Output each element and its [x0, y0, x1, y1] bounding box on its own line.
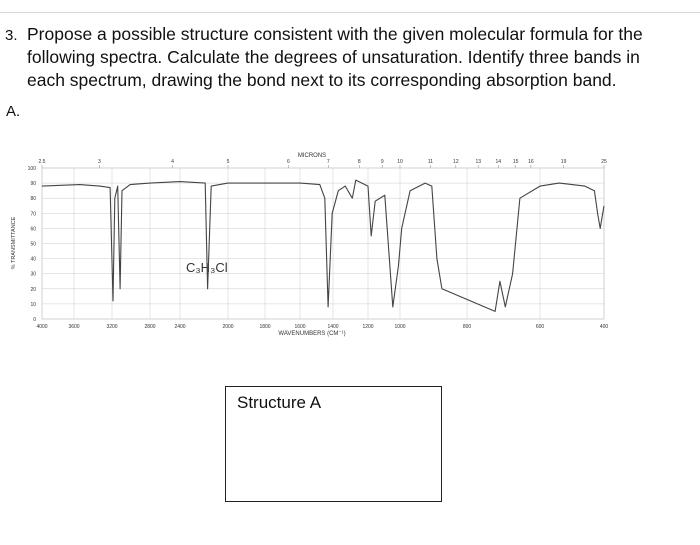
- top-tick-label: 11: [428, 159, 433, 165]
- x-tick-label: 4000: [36, 324, 47, 330]
- x-tick-label: 3600: [68, 324, 79, 330]
- y-tick-label: 40: [30, 257, 36, 263]
- top-tick-label: 13: [475, 159, 481, 165]
- y-tick-label: 60: [30, 226, 36, 232]
- top-tick-label: 3: [98, 159, 101, 165]
- x-tick-label: 1800: [259, 324, 270, 330]
- x-tick-label: 2400: [174, 324, 185, 330]
- ir-spectrum: MICRONS WAVENUMBERS (CM⁻¹) % TRANSMITTAN…: [11, 153, 609, 337]
- x-axis-label: WAVENUMBERS (CM⁻¹): [278, 331, 345, 337]
- top-tick-label: 7: [327, 159, 330, 165]
- x-tick-label: 3200: [106, 324, 117, 330]
- top-tick-label: 6: [287, 159, 290, 165]
- x-tick-label: 2800: [144, 324, 155, 330]
- top-tick-label: 16: [528, 159, 534, 165]
- x-tick-label: 1400: [327, 324, 338, 330]
- x-tick-label: 600: [536, 324, 545, 330]
- structure-label: Structure A: [237, 393, 322, 412]
- top-tick-label: 12: [453, 159, 459, 165]
- top-tick-label: 5: [227, 159, 230, 165]
- top-tick-label: 9: [381, 159, 384, 165]
- question-text: each spectrum, drawing the bond next to …: [27, 70, 617, 90]
- top-tick-label: 4: [171, 159, 174, 165]
- top-tick-label: 10: [397, 159, 403, 165]
- x-tick-label: 800: [463, 324, 472, 330]
- question-text: following spectra. Calculate the degrees…: [27, 47, 640, 67]
- divider: [0, 12, 700, 13]
- y-axis-label: % TRANSMITTANCE: [11, 216, 17, 269]
- top-tick-label: 8: [358, 159, 361, 165]
- y-tick-label: 0: [33, 317, 36, 323]
- top-tick-label: 19: [561, 159, 567, 165]
- y-tick-label: 70: [30, 211, 36, 217]
- x-tick-label: 1200: [362, 324, 373, 330]
- top-tick-label: 25: [601, 159, 607, 165]
- x-tick-label: 1000: [394, 324, 405, 330]
- y-tick-label: 80: [30, 196, 36, 202]
- y-tick-label: 100: [28, 166, 37, 172]
- y-tick-label: 20: [30, 287, 36, 293]
- spectrum-line: [41, 179, 605, 312]
- question-text: Propose a possible structure consistent …: [27, 24, 643, 44]
- y-tick-label: 30: [30, 272, 36, 278]
- top-axis-label: MICRONS: [298, 153, 326, 159]
- part-label: A.: [6, 103, 21, 120]
- structure-box: Structure A: [225, 386, 442, 502]
- x-tick-label: 1600: [294, 324, 305, 330]
- top-tick-label: 14: [496, 159, 502, 165]
- top-tick-label: 2.5: [39, 159, 46, 165]
- y-tick-label: 90: [30, 181, 36, 187]
- question-number: 3.: [5, 27, 18, 44]
- x-tick-label: 400: [600, 324, 609, 330]
- y-tick-label: 10: [30, 302, 36, 308]
- top-tick-label: 15: [513, 159, 519, 165]
- x-tick-label: 2000: [222, 324, 233, 330]
- y-tick-label: 50: [30, 242, 36, 248]
